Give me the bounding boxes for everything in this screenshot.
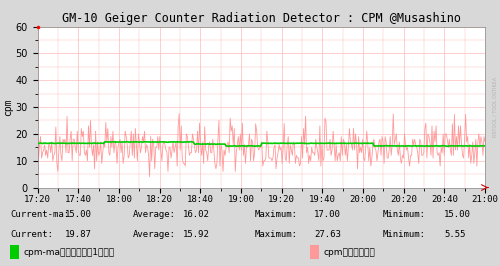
Text: cpm-ma（移動平均・1時間）: cpm-ma（移動平均・1時間） [24,248,115,257]
Text: 15.92: 15.92 [182,230,210,239]
Text: 5.55: 5.55 [444,230,466,239]
Text: 16.02: 16.02 [182,210,210,219]
Y-axis label: cpm: cpm [2,98,12,116]
Text: Average:: Average: [132,210,176,219]
Text: 15.00: 15.00 [65,210,92,219]
Text: Current:: Current: [10,230,53,239]
Text: cpm（瞬間・分）: cpm（瞬間・分） [324,248,376,257]
Text: Maximum:: Maximum: [255,210,298,219]
Title: GM-10 Geiger Counter Radiation Detector : CPM @Musashino: GM-10 Geiger Counter Radiation Detector … [62,13,461,26]
Text: Minimum:: Minimum: [382,210,426,219]
Text: 19.87: 19.87 [65,230,92,239]
Text: 15.00: 15.00 [444,210,471,219]
Text: Average:: Average: [132,230,176,239]
Text: 27.63: 27.63 [314,230,341,239]
Text: RSTOOL / TOOL OSTIKEA: RSTOOL / TOOL OSTIKEA [492,76,498,136]
Text: Maximum:: Maximum: [255,230,298,239]
Text: Current-ma:: Current-ma: [10,210,69,219]
Text: Minimum:: Minimum: [382,230,426,239]
Text: 17.00: 17.00 [314,210,341,219]
